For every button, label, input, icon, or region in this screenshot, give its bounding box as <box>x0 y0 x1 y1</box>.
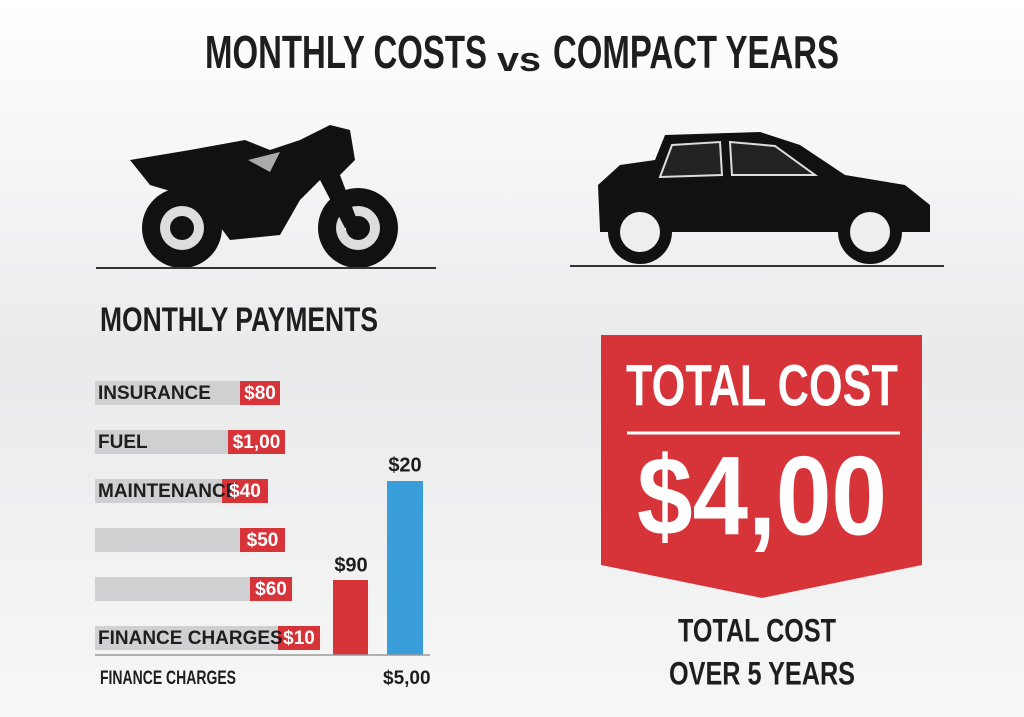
total-banner: TOTAL COST $4,00 TOTAL COST OVER 5 YEARS <box>601 335 922 691</box>
footer-left: FINANCE CHARGES <box>100 668 236 689</box>
row-amount: $10 <box>283 628 315 649</box>
payment-rows: INSURANCE $80 FUEL $1,00 MAINTENANCE$40 $50 $6… <box>95 381 320 650</box>
car-icon <box>570 132 944 267</box>
column-blue <box>387 481 423 655</box>
amount-box <box>240 528 285 552</box>
amount-box <box>278 626 320 650</box>
amount-box <box>228 430 285 454</box>
row-bar <box>95 430 228 454</box>
column-label: $20 <box>388 454 421 476</box>
total-heading: TOTAL COST <box>626 353 898 418</box>
row-bar <box>95 577 250 601</box>
payments-heading: MONTHLY PAYMENTS <box>100 301 378 339</box>
total-caption: TOTAL COST <box>678 612 836 648</box>
row-amount: $50 <box>247 530 279 551</box>
columns: $90 $20 FINANCE CHARGES $5,00 <box>95 454 431 689</box>
title: MONTHLY COSTS vs COMPACT YEARS <box>205 26 839 79</box>
row-amount: $80 <box>244 383 276 404</box>
row-amount: $1,00 <box>233 432 281 453</box>
total-amount: $4,00 <box>637 434 887 559</box>
row-amount: $40 <box>229 481 261 502</box>
column-label: $90 <box>334 554 367 576</box>
motorcycle-icon <box>96 125 436 269</box>
title-right: COMPACT YEARS <box>553 26 839 78</box>
amount-box <box>250 577 292 601</box>
banner-shape <box>601 335 922 598</box>
row-bar <box>95 626 278 650</box>
row-bar <box>95 528 240 552</box>
total-caption: OVER 5 YEARS <box>669 655 855 691</box>
row-label: MAINTENANCE <box>98 481 238 502</box>
column-red <box>333 580 368 655</box>
title-left: MONTHLY COSTS <box>205 26 487 78</box>
row-label: FUEL <box>98 432 148 453</box>
row-label: INSURANCE <box>98 383 211 404</box>
title-joiner: vs <box>497 41 541 79</box>
amount-box <box>222 479 268 503</box>
footer-right: $5,00 <box>383 668 431 689</box>
row-label: FINANCE CHARGES <box>98 628 283 649</box>
row-bar <box>95 479 222 503</box>
amount-box <box>240 381 280 405</box>
row-amount: $60 <box>255 579 287 600</box>
row-bar <box>95 381 240 405</box>
